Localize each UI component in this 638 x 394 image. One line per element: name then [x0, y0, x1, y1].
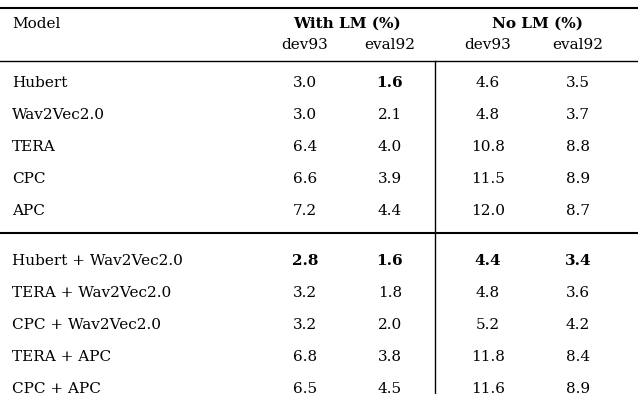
Text: 11.5: 11.5	[471, 172, 505, 186]
Text: 4.0: 4.0	[378, 140, 402, 154]
Text: 3.9: 3.9	[378, 172, 402, 186]
Text: 3.2: 3.2	[293, 286, 317, 300]
Text: dev93: dev93	[281, 38, 329, 52]
Text: TERA + Wav2Vec2.0: TERA + Wav2Vec2.0	[12, 286, 171, 300]
Text: 8.9: 8.9	[566, 382, 590, 394]
Text: With LM (%): With LM (%)	[293, 17, 401, 31]
Text: 3.0: 3.0	[293, 108, 317, 122]
Text: No LM (%): No LM (%)	[493, 17, 584, 31]
Text: 1.8: 1.8	[378, 286, 402, 300]
Text: 2.0: 2.0	[378, 318, 402, 332]
Text: CPC: CPC	[12, 172, 45, 186]
Text: 8.4: 8.4	[566, 350, 590, 364]
Text: 3.0: 3.0	[293, 76, 317, 90]
Text: 6.5: 6.5	[293, 382, 317, 394]
Text: TERA + APC: TERA + APC	[12, 350, 111, 364]
Text: 6.4: 6.4	[293, 140, 317, 154]
Text: Hubert + Wav2Vec2.0: Hubert + Wav2Vec2.0	[12, 254, 183, 268]
Text: 4.6: 4.6	[476, 76, 500, 90]
Text: CPC + Wav2Vec2.0: CPC + Wav2Vec2.0	[12, 318, 161, 332]
Text: 1.6: 1.6	[376, 76, 403, 90]
Text: 4.4: 4.4	[475, 254, 501, 268]
Text: 7.2: 7.2	[293, 204, 317, 218]
Text: 8.7: 8.7	[566, 204, 590, 218]
Text: 11.6: 11.6	[471, 382, 505, 394]
Text: Wav2Vec2.0: Wav2Vec2.0	[12, 108, 105, 122]
Text: 4.8: 4.8	[476, 108, 500, 122]
Text: 2.8: 2.8	[292, 254, 318, 268]
Text: 3.5: 3.5	[566, 76, 590, 90]
Text: 4.2: 4.2	[566, 318, 590, 332]
Text: 8.9: 8.9	[566, 172, 590, 186]
Text: 6.6: 6.6	[293, 172, 317, 186]
Text: 6.8: 6.8	[293, 350, 317, 364]
Text: 4.5: 4.5	[378, 382, 402, 394]
Text: 4.8: 4.8	[476, 286, 500, 300]
Text: APC: APC	[12, 204, 45, 218]
Text: 12.0: 12.0	[471, 204, 505, 218]
Text: 3.2: 3.2	[293, 318, 317, 332]
Text: 3.6: 3.6	[566, 286, 590, 300]
Text: eval92: eval92	[364, 38, 415, 52]
Text: 3.4: 3.4	[565, 254, 591, 268]
Text: Hubert: Hubert	[12, 76, 68, 90]
Text: CPC + APC: CPC + APC	[12, 382, 101, 394]
Text: 1.6: 1.6	[376, 254, 403, 268]
Text: 3.8: 3.8	[378, 350, 402, 364]
Text: eval92: eval92	[553, 38, 604, 52]
Text: dev93: dev93	[464, 38, 512, 52]
Text: Model: Model	[12, 17, 61, 31]
Text: TERA: TERA	[12, 140, 56, 154]
Text: 11.8: 11.8	[471, 350, 505, 364]
Text: 10.8: 10.8	[471, 140, 505, 154]
Text: 8.8: 8.8	[566, 140, 590, 154]
Text: 4.4: 4.4	[378, 204, 402, 218]
Text: 3.7: 3.7	[566, 108, 590, 122]
Text: 5.2: 5.2	[476, 318, 500, 332]
Text: 2.1: 2.1	[378, 108, 402, 122]
